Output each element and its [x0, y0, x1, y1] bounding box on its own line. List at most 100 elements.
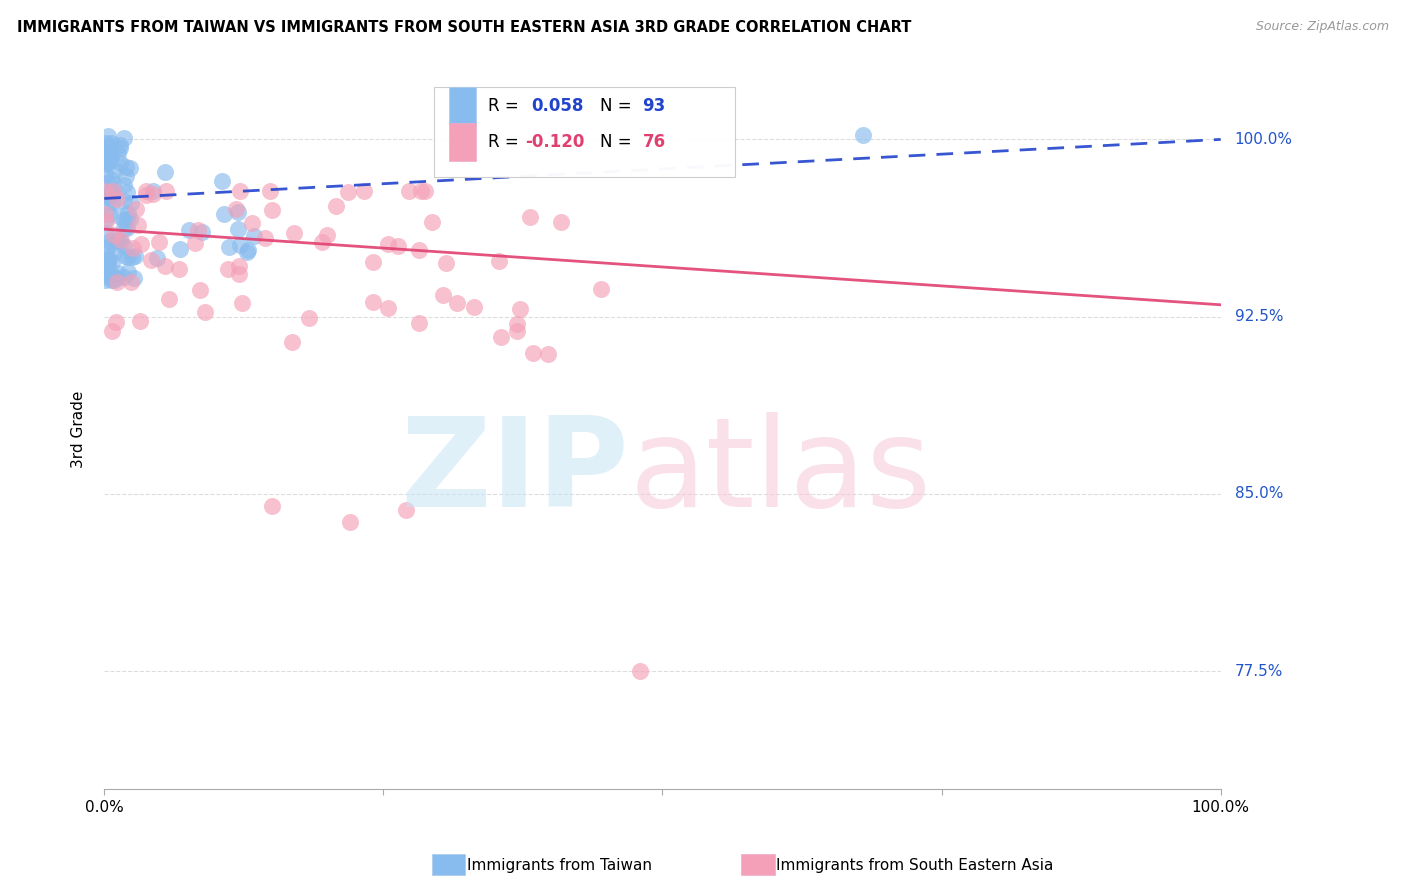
Point [94, 207, 117, 221]
Point [413, 185, 436, 199]
Point [153, 259, 176, 273]
Point [127, 219, 149, 233]
Point [100, 172, 122, 186]
Point [115, 169, 138, 183]
Point [110, 233, 132, 247]
Point [536, 347, 558, 361]
FancyBboxPatch shape [433, 87, 735, 177]
Point [97, 176, 120, 190]
Point [120, 276, 142, 290]
Point [94, 212, 117, 227]
Point [101, 185, 124, 199]
Point [142, 184, 165, 198]
Point [387, 239, 409, 253]
Point [115, 185, 138, 199]
Point [98, 269, 121, 284]
Point [463, 300, 485, 314]
Point [187, 223, 209, 237]
Point [124, 249, 146, 263]
Point [226, 205, 249, 219]
Point [361, 255, 384, 269]
Point [191, 225, 214, 239]
Text: 93: 93 [643, 97, 665, 115]
Point [228, 260, 250, 274]
Point [591, 282, 613, 296]
Point [446, 295, 468, 310]
Point [139, 253, 162, 268]
Point [115, 160, 138, 174]
Point [103, 273, 125, 287]
Point [316, 227, 339, 242]
Point [125, 202, 148, 216]
Point [337, 186, 360, 200]
Point [506, 317, 529, 331]
Y-axis label: 3rd Grade: 3rd Grade [72, 390, 86, 467]
Point [117, 265, 139, 279]
Point [112, 239, 135, 253]
Point [101, 194, 124, 209]
Point [103, 245, 125, 260]
Point [260, 499, 283, 513]
Text: 0.058: 0.058 [530, 97, 583, 115]
Text: -0.120: -0.120 [526, 133, 585, 151]
Text: Immigrants from Taiwan: Immigrants from Taiwan [467, 858, 652, 872]
Text: IMMIGRANTS FROM TAIWAN VS IMMIGRANTS FROM SOUTH EASTERN ASIA 3RD GRADE CORRELATI: IMMIGRANTS FROM TAIWAN VS IMMIGRANTS FRO… [17, 20, 911, 35]
Point [550, 215, 572, 229]
Point [411, 185, 433, 199]
Point [509, 302, 531, 317]
Point [214, 207, 236, 221]
Point [145, 251, 167, 265]
Point [121, 250, 143, 264]
Point [94, 185, 117, 199]
Point [112, 221, 135, 235]
Point [107, 266, 129, 280]
Point [361, 295, 384, 310]
Text: R =: R = [488, 133, 524, 151]
Point [107, 145, 129, 160]
Point [155, 164, 177, 178]
Point [100, 186, 122, 201]
Point [100, 254, 122, 268]
Point [98, 153, 121, 168]
Point [114, 249, 136, 263]
Point [194, 305, 217, 319]
Point [225, 202, 247, 216]
Text: 77.5%: 77.5% [1234, 664, 1282, 679]
Point [211, 174, 233, 188]
Point [148, 235, 170, 249]
Text: 92.5%: 92.5% [1234, 310, 1284, 324]
Text: R =: R = [488, 97, 524, 115]
Text: 76: 76 [643, 133, 665, 151]
Point [218, 240, 240, 254]
Point [254, 231, 277, 245]
Point [167, 261, 190, 276]
Point [107, 234, 129, 248]
Point [97, 268, 120, 283]
Point [190, 283, 212, 297]
Point [101, 185, 124, 199]
Point [108, 141, 131, 155]
Point [115, 211, 138, 226]
Text: Immigrants from South Eastern Asia: Immigrants from South Eastern Asia [776, 858, 1053, 872]
Point [98, 252, 121, 267]
Point [97, 256, 120, 270]
Point [96, 153, 118, 167]
Point [96, 156, 118, 170]
Point [118, 211, 141, 226]
Point [118, 161, 141, 176]
Point [398, 185, 420, 199]
Point [94, 226, 117, 240]
Point [280, 335, 302, 350]
Point [522, 346, 544, 360]
Point [852, 128, 875, 142]
Point [236, 243, 259, 257]
Point [112, 194, 135, 208]
Point [101, 324, 124, 338]
Point [311, 235, 333, 249]
Point [94, 153, 117, 167]
Point [100, 136, 122, 151]
Point [135, 188, 157, 202]
Point [103, 227, 125, 242]
Point [519, 210, 541, 224]
Text: N =: N = [600, 97, 637, 115]
